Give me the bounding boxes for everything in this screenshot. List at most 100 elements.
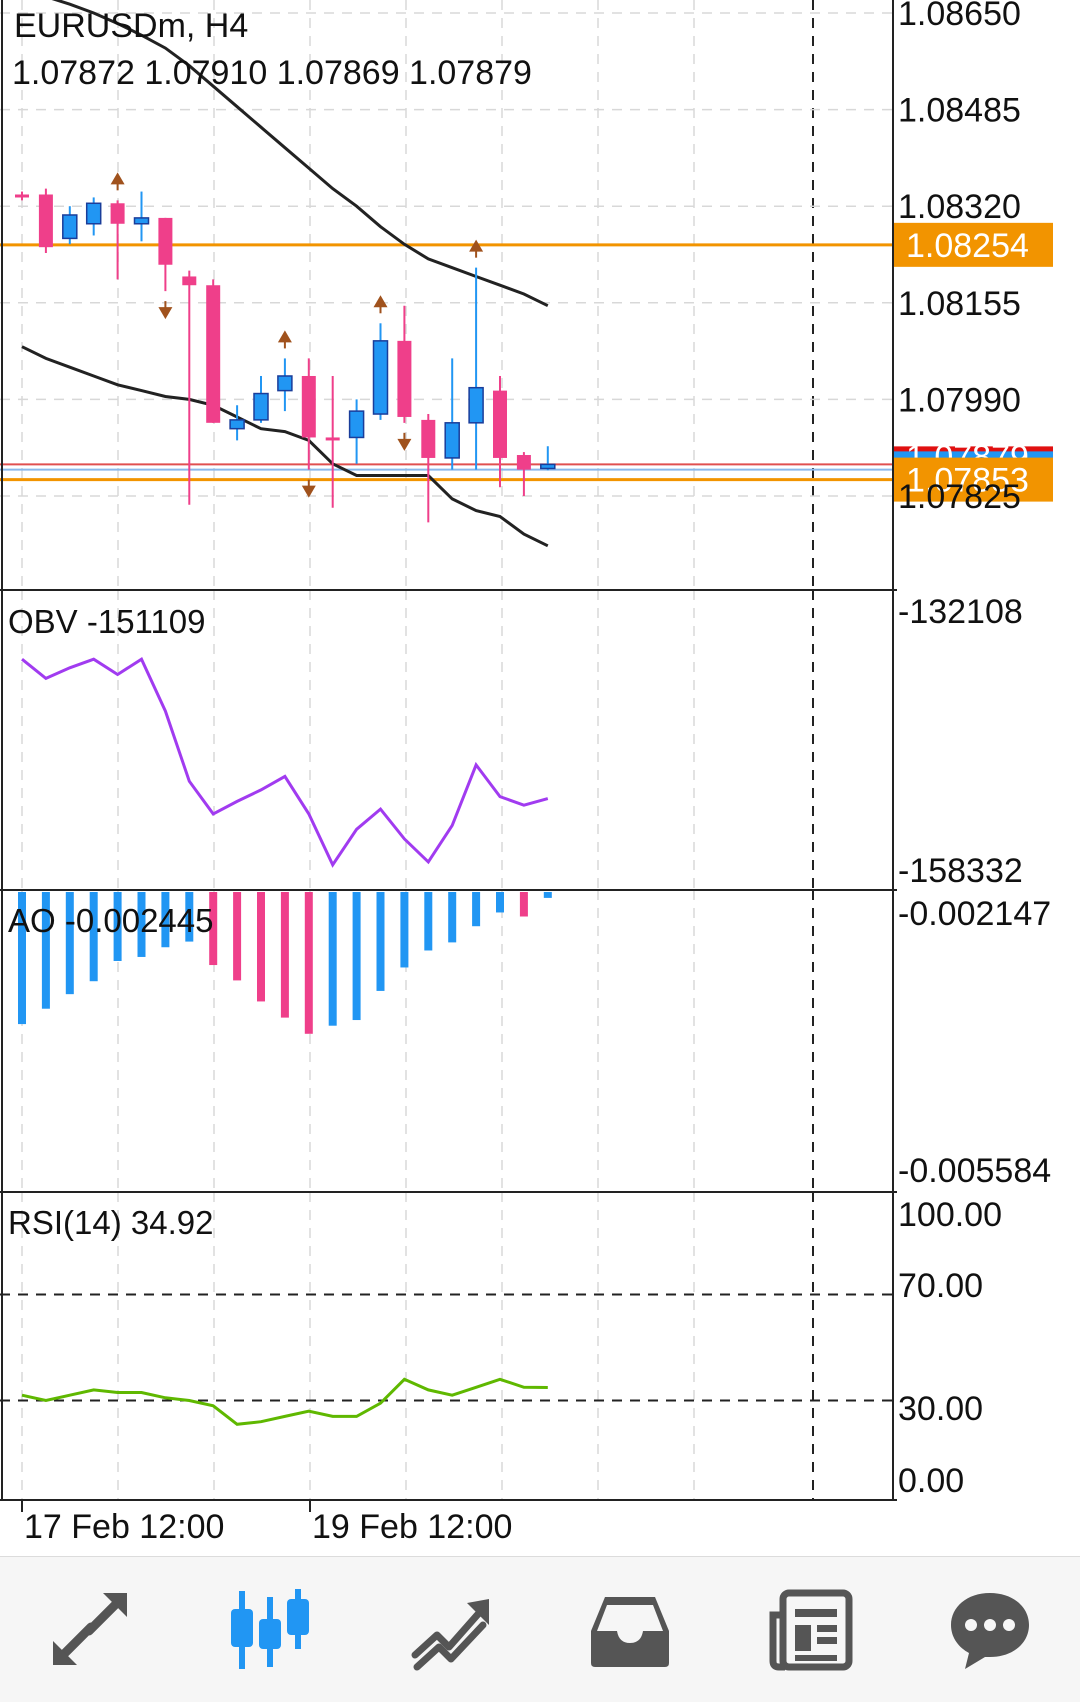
ao-bar [352,892,361,1021]
price-tick-label: 1.08320 [898,188,1021,226]
candle-body [133,217,150,225]
price-tick-label: 1.08650 [898,0,1021,33]
trade-icon [411,1598,489,1670]
rsi-series [21,1377,548,1426]
ao-bar [233,892,242,981]
panel-frames [0,0,897,1512]
main-grid [0,0,893,590]
candle-body [15,194,29,198]
candle-body [85,202,102,225]
history-button[interactable] [575,1575,685,1685]
chat-icon [951,1592,1029,1669]
ao-bar [185,892,194,942]
ao-bar [257,892,265,1002]
ao-bar [18,892,26,1025]
level-price-tag [893,222,1053,267]
ao-bar [65,892,74,995]
candle-body [421,419,436,458]
ao-bar [328,892,337,1026]
ao-bar [209,892,218,966]
obv-axis-top: -132108 [898,593,1023,631]
candles [15,188,556,523]
candle-body [277,375,293,392]
ao-axis-top: -0.002147 [898,895,1051,933]
chart-icon [231,1588,309,1669]
ao-bar [137,892,146,957]
ao-bar [376,892,385,991]
ao-bar [519,892,528,917]
x-label-1: 17 Feb 12:00 [24,1508,224,1546]
trade-button[interactable] [395,1575,505,1685]
ao-bar [304,892,313,1034]
candle-body [253,392,269,421]
candle-body [468,386,484,424]
obv-series [21,657,549,868]
bid-marker [893,446,1053,452]
fractal-up-arrow [469,239,484,252]
chat-button[interactable] [935,1575,1045,1685]
chart-button[interactable] [215,1575,325,1685]
candle-body [301,375,316,438]
fractal-up-arrow [373,295,388,308]
ao-series [18,892,552,1034]
bottom-toolbar [0,1556,1080,1702]
candle-body [229,419,245,430]
rsi-axis-30: 30.00 [898,1390,983,1428]
level-price-label: 1.08254 [906,227,1029,265]
candle-body [62,214,78,240]
price-axis: 1.08650 1.08485 1.08320 1.08155 1.07990 1.078… [898,0,1021,516]
candle-body [38,194,53,248]
rsi-grid [0,1192,893,1500]
ao-axis-bottom: -0.005584 [898,1152,1051,1190]
news-button[interactable] [755,1575,865,1685]
obv-line [21,657,549,868]
bands [21,0,549,548]
candle-body [397,340,412,417]
candle-body [206,285,221,423]
quotes-icon [53,1592,127,1665]
candle-body [540,463,556,470]
candle-body [348,410,365,439]
fractals [110,172,484,498]
ao-bar [113,892,122,961]
ao-bar [424,892,433,951]
fractal-up-arrow [110,172,125,185]
candle-body [325,437,340,441]
candle-body [493,390,507,458]
price-tick-label: 1.08155 [898,285,1021,323]
obv-title: OBV -151109 [8,603,206,640]
ao-bar [161,892,170,948]
ao-bar [280,892,289,1018]
candle-body [110,203,125,224]
level-price-label: 1.07853 [906,462,1029,500]
rsi-axis-70: 70.00 [898,1267,983,1305]
candle-body [158,217,173,265]
price-tick-label: 1.08485 [898,92,1021,130]
quotes-button[interactable] [35,1575,145,1685]
lower-band-line [21,345,549,548]
ao-grid [21,890,814,1192]
rsi-axis-0: 0.00 [898,1462,964,1500]
ao-bar [472,892,481,927]
rsi-axis-100: 100.00 [898,1196,1002,1234]
history-icon [591,1596,669,1667]
x-label-2: 19 Feb 12:00 [312,1508,512,1546]
ao-bar [41,892,50,1009]
ao-bar [400,892,409,968]
ao-bar [89,892,98,982]
price-tick-label: 1.07990 [898,381,1021,419]
candle-body [516,455,531,470]
obv-axis-bottom: -158332 [898,852,1023,890]
fractal-up-arrow [277,330,292,343]
obv-grid [21,590,814,890]
news-icon [769,1589,853,1670]
fractal-down-arrow [158,307,173,320]
candle-body [444,422,460,459]
rsi-line [21,1377,548,1426]
price-tick-label: 1.07825 [898,478,1021,516]
upper-band-line [51,0,549,308]
ao-bar [543,892,552,898]
symbol-title: EURUSDm, H4 [14,7,248,45]
